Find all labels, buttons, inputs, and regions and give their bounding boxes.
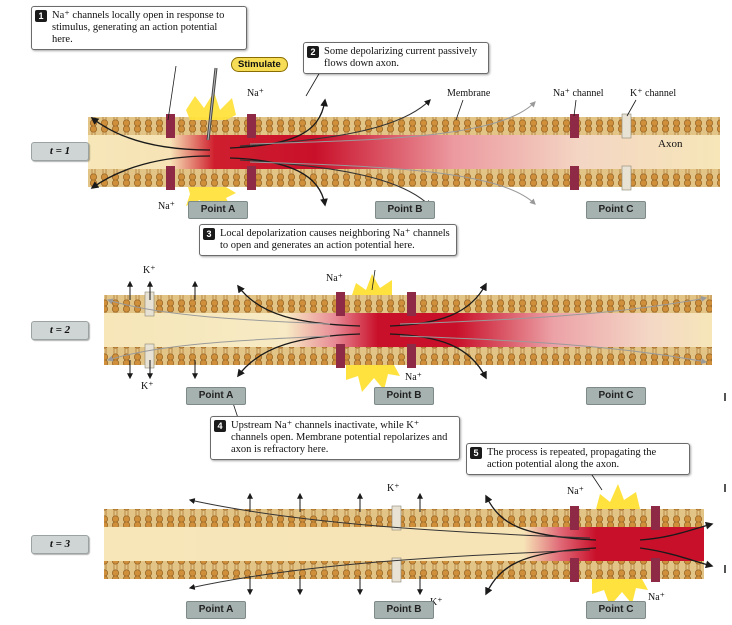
na-channel bbox=[166, 114, 175, 138]
callout-3-text: Local depolarization causes neighboring … bbox=[220, 228, 450, 251]
point-c-label: Point C bbox=[586, 601, 646, 619]
k-ion-label: K⁺ bbox=[387, 483, 400, 494]
time-label-t2: t = 2 bbox=[31, 321, 89, 340]
point-c-label: Point C bbox=[586, 201, 646, 219]
na-ion-label: Na⁺ bbox=[158, 201, 175, 212]
point-a-label: Point A bbox=[186, 387, 246, 405]
callout-1: 1 Na⁺ channels locally open in response … bbox=[31, 6, 247, 50]
callout-4: 4 Upstream Na⁺ channels inactivate, whil… bbox=[210, 416, 460, 460]
step-number-4: 4 bbox=[214, 420, 226, 432]
callout-4-text: Upstream Na⁺ channels inactivate, while … bbox=[231, 420, 448, 455]
callout-5: 5 The process is repeated, propagating t… bbox=[466, 443, 690, 475]
k-channel bbox=[621, 113, 632, 139]
callout-2-text: Some depolarizing current passively flow… bbox=[324, 46, 478, 69]
membrane-label: Membrane bbox=[447, 88, 491, 99]
point-c-label: Point C bbox=[586, 387, 646, 405]
time-label-t3: t = 3 bbox=[31, 535, 89, 554]
stimulate-label: Stimulate bbox=[231, 57, 288, 72]
na-channel-label: Na⁺ channel bbox=[553, 88, 604, 99]
point-b-label: Point B bbox=[374, 601, 434, 619]
step-number-5: 5 bbox=[470, 447, 482, 459]
na-ion-label: Na⁺ bbox=[567, 486, 584, 497]
point-a-label: Point A bbox=[186, 601, 246, 619]
callout-5-text: The process is repeated, propagating the… bbox=[487, 447, 657, 470]
edge-mark bbox=[724, 393, 726, 401]
edge-mark bbox=[724, 565, 726, 573]
axon-label: Axon bbox=[658, 138, 683, 150]
axon-t2 bbox=[104, 274, 712, 392]
step-number-1: 1 bbox=[35, 10, 47, 22]
k-ion-label: K⁺ bbox=[430, 597, 443, 608]
na-ion-label: Na⁺ bbox=[405, 372, 422, 383]
na-ion-label: Na⁺ bbox=[326, 273, 343, 284]
k-channel-label: K⁺ channel bbox=[630, 88, 677, 99]
k-ion-label: K⁺ bbox=[141, 381, 154, 392]
callout-2: 2 Some depolarizing current passively fl… bbox=[303, 42, 489, 74]
edge-mark bbox=[724, 484, 726, 492]
na-ion-label: Na⁺ bbox=[247, 88, 264, 99]
callout-3: 3 Local depolarization causes neighborin… bbox=[199, 224, 457, 256]
na-ion-label: Na⁺ bbox=[648, 592, 665, 603]
time-label-t1: t = 1 bbox=[31, 142, 89, 161]
step-number-3: 3 bbox=[203, 228, 215, 240]
k-ion-label: K⁺ bbox=[143, 265, 156, 276]
axon-t3 bbox=[104, 484, 714, 606]
axon-t1 bbox=[88, 65, 720, 214]
callout-1-text: Na⁺ channels locally open in response to… bbox=[52, 10, 225, 45]
point-b-label: Point B bbox=[374, 387, 434, 405]
point-b-label: Point B bbox=[375, 201, 435, 219]
point-a-label: Point A bbox=[188, 201, 248, 219]
step-number-2: 2 bbox=[307, 46, 319, 58]
